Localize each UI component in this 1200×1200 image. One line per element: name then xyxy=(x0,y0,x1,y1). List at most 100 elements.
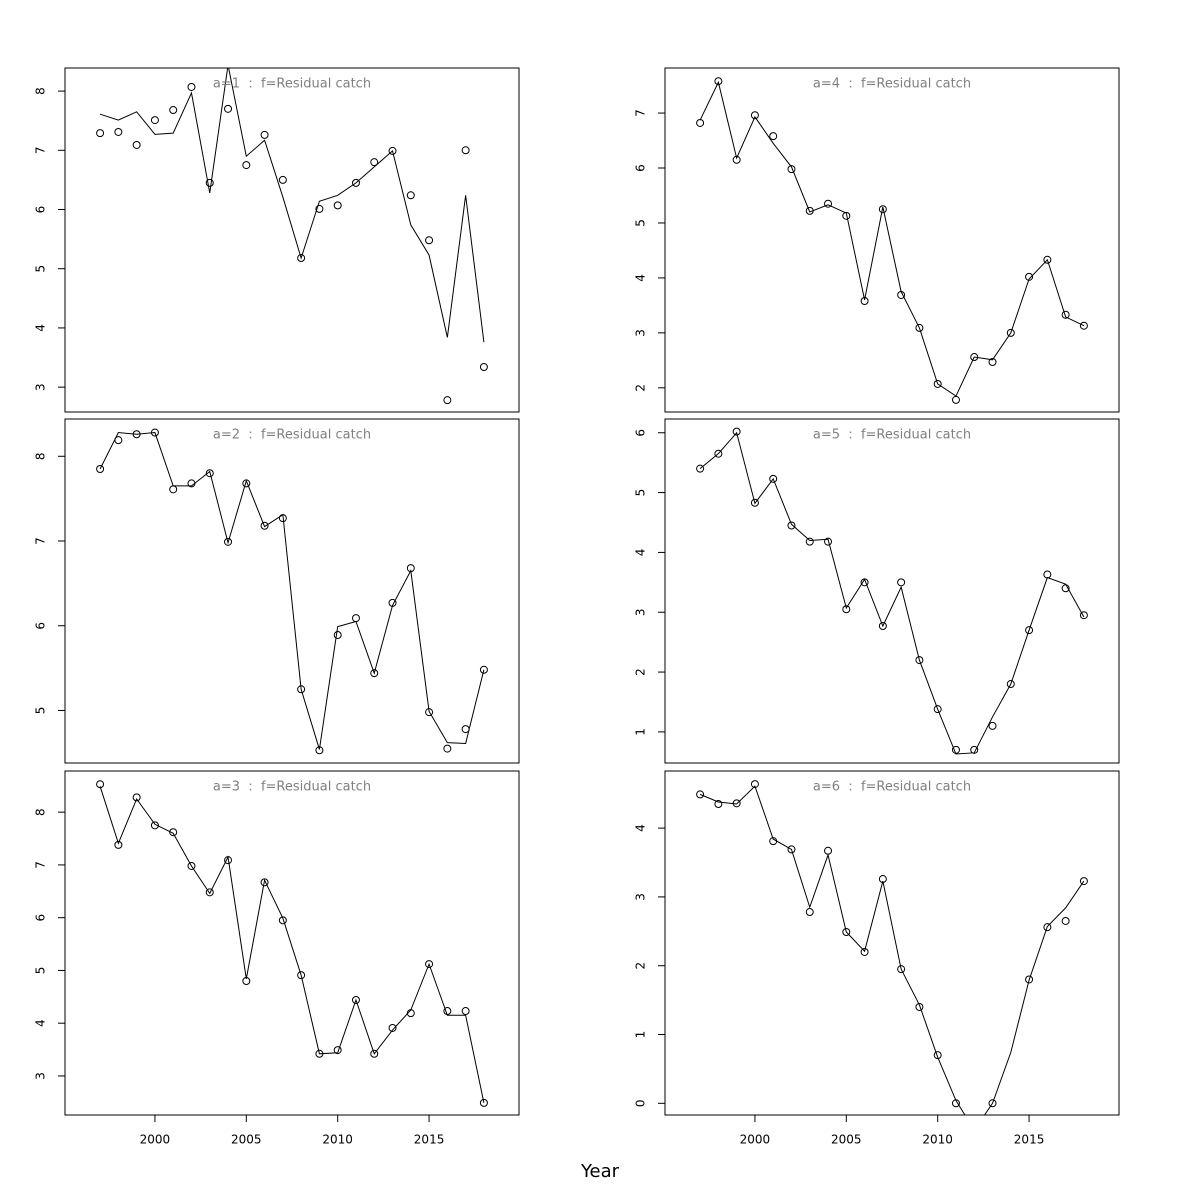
observed-point xyxy=(805,537,814,546)
observed-point xyxy=(860,947,869,956)
observed-point xyxy=(897,965,906,974)
y-tick-label: 3 xyxy=(634,893,648,901)
observed-point xyxy=(370,1049,379,1058)
observed-point xyxy=(479,363,488,372)
observed-point xyxy=(205,178,214,187)
observed-point xyxy=(388,146,397,155)
x-axis-label: Year xyxy=(580,1161,620,1182)
y-tick-label: 5 xyxy=(34,967,48,975)
y-tick-label: 6 xyxy=(634,164,648,172)
observed-point xyxy=(333,1046,342,1055)
panel-title: a=4 : f=Residual catch xyxy=(813,77,971,92)
x-tick-label: 2010 xyxy=(322,1133,353,1147)
observed-point xyxy=(96,464,105,473)
observed-point xyxy=(132,793,141,802)
observed-point xyxy=(878,205,887,214)
y-tick-label: 4 xyxy=(634,824,648,832)
observed-point xyxy=(824,199,833,208)
x-tick-label: 2000 xyxy=(740,1133,771,1147)
observed-point xyxy=(242,161,251,170)
observed-point xyxy=(915,1002,924,1011)
y-tick-label: 3 xyxy=(634,608,648,616)
panel xyxy=(696,427,1088,755)
observed-point xyxy=(205,469,214,478)
panel xyxy=(696,780,1088,1115)
observed-point xyxy=(205,888,214,897)
fitted-line xyxy=(99,68,485,343)
observed-point xyxy=(132,140,141,149)
observed-point xyxy=(787,165,796,174)
observed-point xyxy=(150,116,159,125)
y-tick-label: 6 xyxy=(34,206,48,214)
panel-title: a=2 : f=Residual catch xyxy=(213,428,371,443)
observed-point xyxy=(750,111,759,120)
observed-point xyxy=(696,464,705,473)
observed-point xyxy=(1006,680,1015,689)
observed-point xyxy=(951,395,960,404)
panel xyxy=(96,68,488,405)
observed-point xyxy=(187,861,196,870)
observed-point xyxy=(842,605,851,614)
y-tick-label: 4 xyxy=(34,324,48,332)
panel-frame xyxy=(64,418,520,764)
observed-point xyxy=(933,1051,942,1060)
y-tick-label: 8 xyxy=(34,87,48,95)
observed-point xyxy=(1079,321,1088,330)
observed-point xyxy=(333,631,342,640)
x-tick-label: 2000 xyxy=(140,1133,171,1147)
y-tick-label: 1 xyxy=(634,1031,648,1039)
fitted-line xyxy=(99,432,485,750)
y-tick-label: 2 xyxy=(634,962,648,970)
observed-point xyxy=(479,665,488,674)
observed-point xyxy=(915,656,924,665)
observed-point xyxy=(714,449,723,458)
observed-point xyxy=(278,175,287,184)
observed-point xyxy=(278,916,287,925)
observed-point xyxy=(897,578,906,587)
observed-point xyxy=(224,104,233,113)
y-tick-label: 2 xyxy=(634,668,648,676)
observed-point xyxy=(732,427,741,436)
observed-point xyxy=(443,744,452,753)
y-tick-label: 3 xyxy=(634,329,648,337)
panel-title: a=6 : f=Residual catch xyxy=(813,780,971,795)
observed-point xyxy=(169,106,178,115)
observed-point xyxy=(1061,916,1070,925)
fitted-line xyxy=(699,431,1085,755)
x-tick-label: 2015 xyxy=(1014,1133,1045,1147)
y-tick-label: 4 xyxy=(634,274,648,282)
y-tick-label: 8 xyxy=(34,452,48,460)
observed-point xyxy=(1079,611,1088,620)
observed-point xyxy=(1043,923,1052,932)
observed-point xyxy=(479,1098,488,1107)
observed-point xyxy=(988,721,997,730)
observed-point xyxy=(169,485,178,494)
panel xyxy=(96,428,488,755)
observed-point xyxy=(169,828,178,837)
observed-point xyxy=(224,537,233,546)
panel xyxy=(696,77,1088,404)
observed-point xyxy=(842,927,851,936)
observed-point xyxy=(696,790,705,799)
observed-point xyxy=(333,201,342,210)
y-tick-label: 8 xyxy=(34,808,48,816)
observed-point xyxy=(824,537,833,546)
observed-point xyxy=(260,878,269,887)
y-tick-label: 7 xyxy=(34,146,48,154)
y-tick-label: 1 xyxy=(634,728,648,736)
observed-point xyxy=(842,211,851,220)
observed-point xyxy=(1025,975,1034,984)
observed-point xyxy=(1025,626,1034,635)
observed-point xyxy=(370,158,379,167)
y-tick-label: 4 xyxy=(34,1019,48,1027)
observed-point xyxy=(696,118,705,127)
observed-point xyxy=(351,614,360,623)
y-tick-label: 2 xyxy=(634,384,648,392)
observed-point xyxy=(114,127,123,136)
panel-frame xyxy=(64,67,520,413)
y-tick-label: 7 xyxy=(634,109,648,117)
observed-point xyxy=(406,191,415,200)
panel-title: a=5 : f=Residual catch xyxy=(813,428,971,443)
x-tick-label: 2010 xyxy=(922,1133,953,1147)
